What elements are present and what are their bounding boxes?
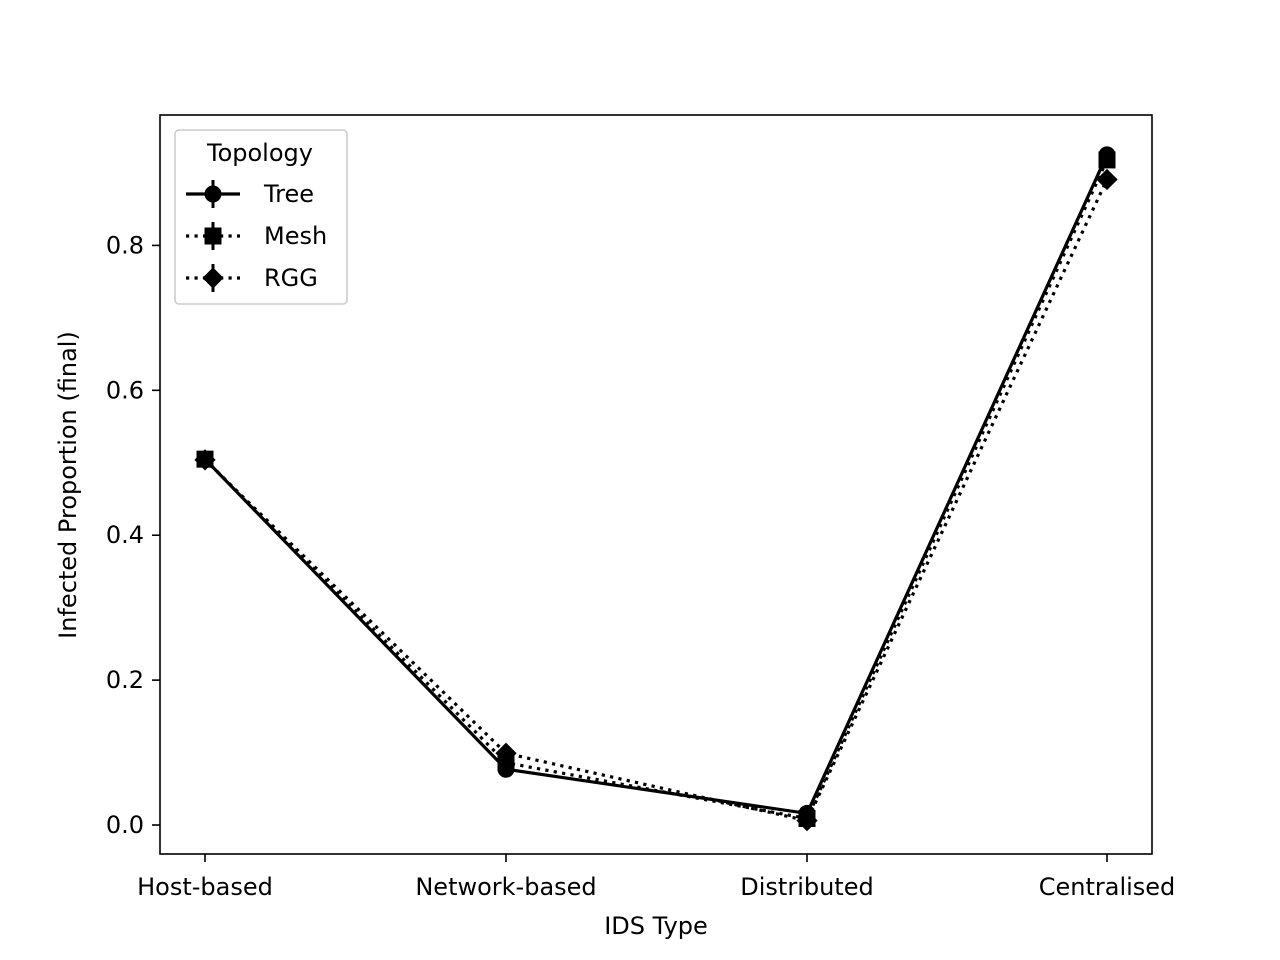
series-layer [194, 146, 1118, 832]
x-axis-title: IDS Type [604, 912, 708, 940]
legend-title: Topology [206, 139, 313, 167]
x-tick-label: Network-based [415, 873, 596, 901]
data-point [196, 450, 214, 468]
legend-item: RGG [186, 264, 318, 292]
legend: Topology Tree Mesh RGG [174, 129, 348, 305]
x-tick-label: Centralised [1039, 873, 1176, 901]
y-tick-label: 0.0 [106, 811, 144, 839]
legend-marker [202, 267, 224, 289]
legend-item: Mesh [186, 222, 327, 250]
legend-label: RGG [264, 264, 318, 292]
series-line [203, 154, 1109, 816]
data-point [497, 760, 515, 778]
data-point [1096, 168, 1118, 191]
y-axis-title: Infected Proportion (final) [54, 331, 82, 639]
x-tick-label: Host-based [137, 873, 273, 901]
legend-label: Tree [263, 180, 314, 208]
y-tick-label: 0.4 [106, 521, 144, 549]
data-point [1098, 146, 1116, 164]
legend-marker [204, 185, 222, 203]
y-tick-label: 0.8 [106, 231, 144, 259]
series-tree [196, 146, 1116, 822]
x-axis: Host-based Network-based Distributed Centra… [137, 854, 1175, 901]
legend-label: Mesh [264, 222, 327, 250]
x-tick-label: Distributed [740, 873, 873, 901]
data-point [798, 804, 816, 822]
y-tick-label: 0.6 [106, 376, 144, 404]
legend-marker [204, 227, 222, 245]
legend-frame [174, 129, 348, 305]
y-tick-label: 0.2 [106, 666, 144, 694]
legend-items: Tree Mesh RGG [186, 180, 327, 292]
y-axis: 0.0 0.2 0.4 0.6 0.8 [106, 231, 160, 839]
legend-item: Tree [186, 180, 314, 208]
